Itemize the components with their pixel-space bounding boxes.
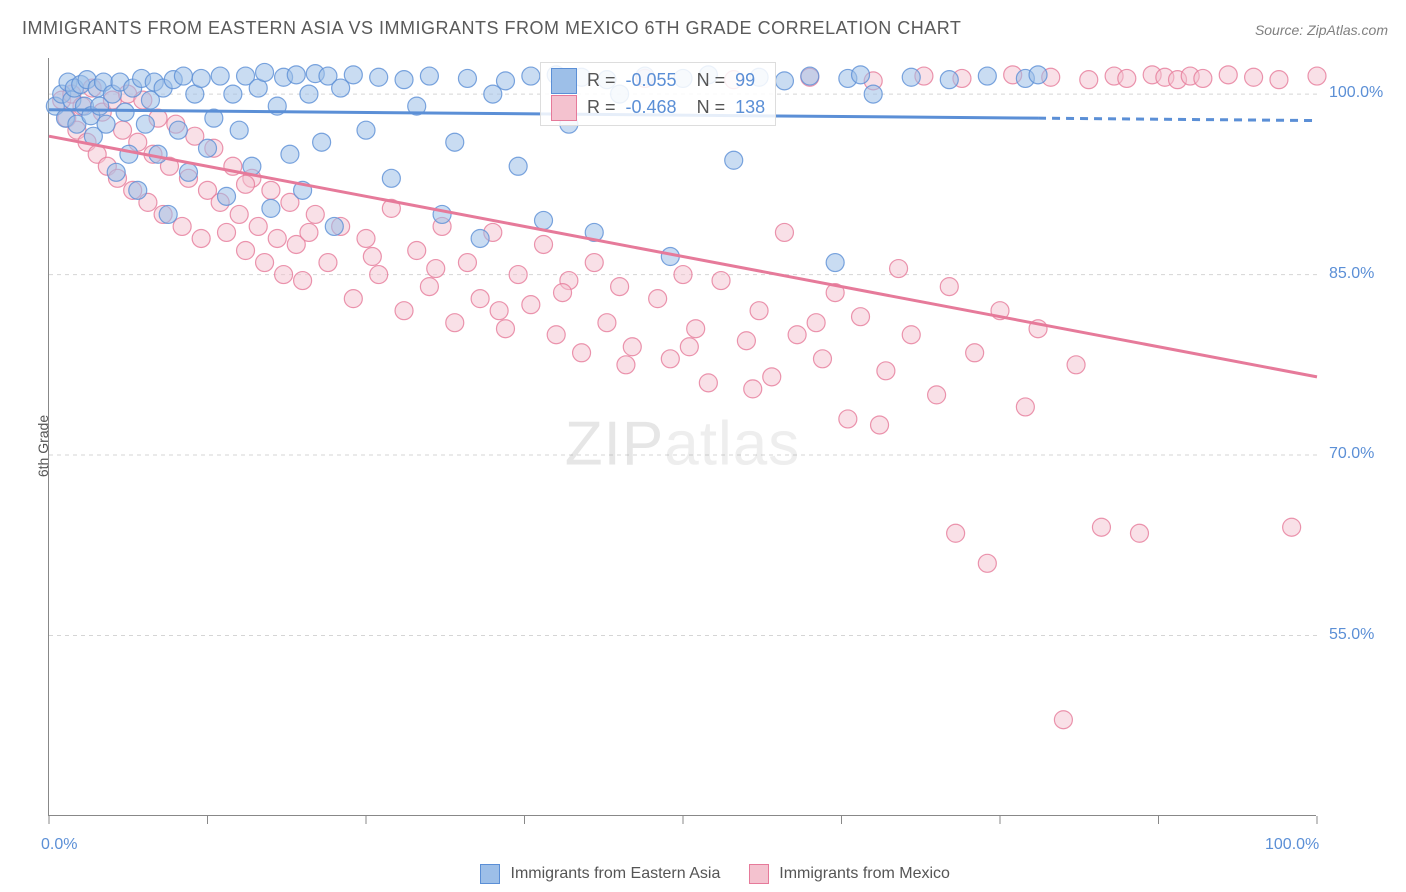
y-tick-label: 55.0% [1329, 626, 1374, 644]
legend-swatch-mexico [749, 864, 769, 884]
legend-swatch-asia [480, 864, 500, 884]
y-axis-label: 6th Grade [35, 415, 51, 477]
source-attribution: Source: ZipAtlas.com [1255, 22, 1388, 38]
legend-row: R = -0.055 N = 99 [551, 67, 765, 94]
y-tick-label: 70.0% [1329, 445, 1374, 463]
series-legend: Immigrants from Eastern Asia Immigrants … [0, 864, 1406, 884]
plot-area: ZIPatlas 0.0%100.0%55.0%70.0%85.0%100.0% [48, 58, 1316, 816]
legend-label-asia: Immigrants from Eastern Asia [511, 865, 721, 882]
r-label: R = [587, 94, 616, 121]
x-tick-label: 100.0% [1265, 836, 1319, 854]
x-tick-label: 0.0% [41, 836, 77, 854]
y-tick-label: 85.0% [1329, 265, 1374, 283]
legend-row: R = -0.468 N = 138 [551, 94, 765, 121]
n-value: 138 [735, 94, 765, 121]
legend-label-mexico: Immigrants from Mexico [779, 865, 950, 882]
r-value: -0.055 [626, 67, 677, 94]
n-value: 99 [735, 67, 755, 94]
legend-swatch [551, 95, 577, 121]
scatter-plot-svg [49, 58, 1317, 816]
r-value: -0.468 [626, 94, 677, 121]
legend-swatch [551, 68, 577, 94]
r-label: R = [587, 67, 616, 94]
n-label: N = [697, 67, 726, 94]
correlation-legend-box: R = -0.055 N = 99 R = -0.468 N = 138 [540, 62, 776, 126]
chart-title: IMMIGRANTS FROM EASTERN ASIA VS IMMIGRAN… [22, 18, 961, 39]
n-label: N = [697, 94, 726, 121]
y-tick-label: 100.0% [1329, 84, 1383, 102]
